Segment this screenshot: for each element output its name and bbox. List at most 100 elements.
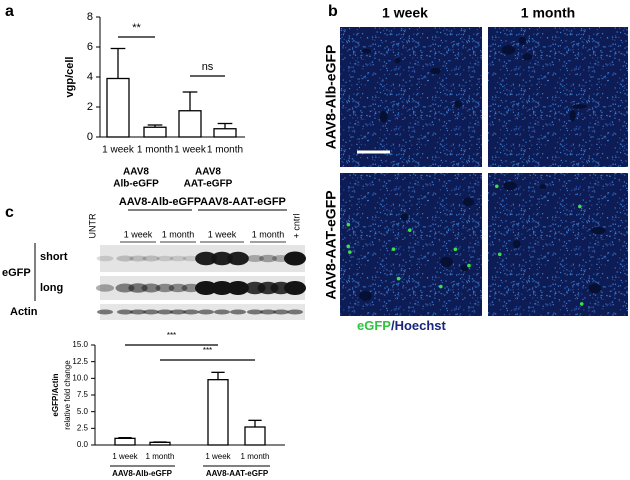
timepoint-label: 1 month — [252, 229, 285, 239]
bar — [207, 379, 229, 446]
vessel — [539, 184, 547, 190]
band — [287, 309, 303, 315]
y-tick-label: 15.0 — [72, 340, 88, 349]
group-label: AAV8 — [195, 167, 221, 178]
bar — [213, 128, 237, 138]
egfp-cell — [346, 222, 351, 227]
x-tick-label: 1 week — [174, 145, 207, 156]
y-axis-label: vgp/cell — [64, 57, 76, 98]
band — [155, 283, 175, 293]
band — [96, 255, 114, 262]
band — [170, 309, 186, 315]
bar — [178, 110, 202, 138]
timepoint-label: 1 month — [162, 229, 195, 239]
band — [182, 255, 200, 262]
y-tick-label: 0.0 — [77, 440, 89, 449]
x-tick-label: 1 week — [102, 145, 135, 156]
band — [211, 281, 233, 295]
band — [117, 309, 133, 315]
significance-label: *** — [167, 331, 176, 340]
y-tick-label: 5.0 — [77, 407, 89, 416]
band — [260, 309, 276, 315]
group-label: AAT-eGFP — [184, 179, 233, 190]
stain-name: eGFP — [357, 318, 391, 333]
egfp-cell — [439, 284, 443, 289]
band — [183, 309, 199, 315]
significance-label: ns — [202, 61, 214, 73]
lane-label: + cntrl — [291, 214, 301, 239]
band — [211, 251, 233, 266]
egfp-cell — [467, 263, 471, 268]
x-tick-label: 1 month — [241, 452, 270, 461]
band — [195, 281, 217, 295]
x-tick-label: 1 month — [137, 145, 173, 156]
band — [142, 255, 160, 262]
bar — [114, 437, 136, 446]
band — [129, 255, 147, 262]
egfp-cell — [453, 247, 458, 252]
bar — [143, 126, 167, 138]
band — [227, 251, 249, 266]
group-label: Alb-eGFP — [113, 179, 159, 190]
exposure-label: short — [40, 251, 68, 263]
stain-name: /Hoechst — [391, 318, 447, 333]
column-label: 1 week — [382, 5, 428, 21]
x-tick-label: 1 month — [146, 452, 175, 461]
band — [156, 255, 174, 262]
vessel — [571, 104, 588, 109]
band — [97, 309, 113, 315]
group-label: AAV8-AAT-eGFP — [200, 196, 286, 208]
panel-label: a — [5, 3, 14, 20]
panel-label: c — [5, 204, 14, 221]
band — [95, 284, 115, 292]
band — [128, 283, 148, 293]
y-tick-label: 2.5 — [77, 423, 89, 432]
band — [169, 255, 187, 262]
egfp-cell — [396, 276, 401, 281]
vessel — [590, 227, 606, 235]
vessel — [400, 213, 409, 221]
timepoint-label: 1 week — [208, 229, 237, 239]
y-tick-label: 4 — [87, 71, 93, 83]
vessel — [501, 45, 515, 55]
band — [141, 283, 161, 293]
significance-label: ** — [132, 22, 141, 34]
timepoint-label: 1 week — [124, 229, 153, 239]
x-tick-label: 1 month — [207, 145, 243, 156]
vessel — [440, 256, 453, 268]
x-tick-label: 1 week — [205, 452, 231, 461]
micrograph — [340, 27, 482, 167]
band — [143, 309, 159, 315]
y-tick-label: 0 — [87, 131, 93, 143]
egfp-cell — [497, 252, 502, 257]
group-label: AAV8-Alb-eGFP — [119, 196, 201, 208]
vessel — [503, 181, 517, 191]
egfp-cell — [494, 184, 499, 189]
significance-label: *** — [203, 346, 212, 355]
y-tick-label: 7.5 — [77, 390, 89, 399]
band — [273, 309, 289, 315]
band — [284, 281, 306, 295]
egfp-cell — [348, 250, 352, 254]
vessel — [518, 36, 526, 45]
row-label: AAV8-Alb-eGFP — [323, 45, 339, 150]
group-label: AAV8 — [123, 167, 149, 178]
y-tick-label: 10.0 — [72, 373, 88, 382]
band — [116, 255, 134, 262]
panel-label: b — [328, 3, 338, 20]
vessel — [430, 67, 441, 75]
band — [168, 283, 188, 293]
egfp-cell — [579, 302, 584, 306]
egfp-cell — [578, 204, 582, 209]
egfp-cell — [346, 244, 351, 249]
band — [230, 309, 246, 315]
band — [246, 255, 264, 262]
micrographs: 1 week 1 month AAV8-Alb-eGFP AAV8-AAT-eGFP e… — [323, 5, 628, 333]
band — [214, 309, 230, 315]
micrograph — [488, 173, 628, 316]
band — [195, 251, 217, 266]
vessel — [394, 57, 401, 64]
vessel — [359, 290, 372, 301]
x-tick-label: 1 week — [112, 452, 138, 461]
